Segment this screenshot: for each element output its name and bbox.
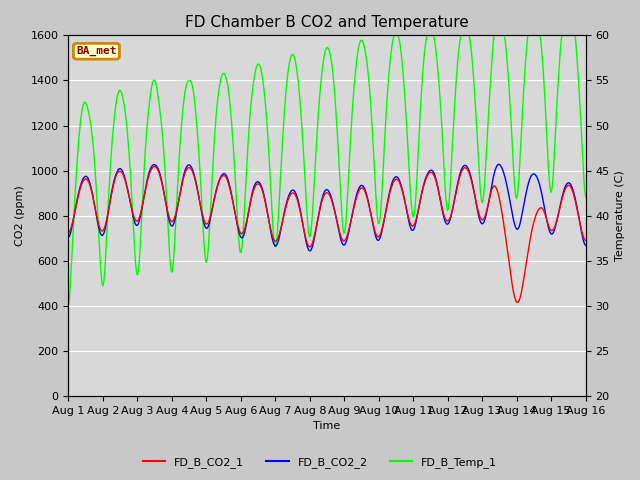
Y-axis label: Temperature (C): Temperature (C): [615, 170, 625, 261]
Y-axis label: CO2 (ppm): CO2 (ppm): [15, 185, 25, 246]
Text: BA_met: BA_met: [76, 46, 116, 56]
Title: FD Chamber B CO2 and Temperature: FD Chamber B CO2 and Temperature: [185, 15, 469, 30]
X-axis label: Time: Time: [314, 421, 340, 432]
Legend: FD_B_CO2_1, FD_B_CO2_2, FD_B_Temp_1: FD_B_CO2_1, FD_B_CO2_2, FD_B_Temp_1: [139, 452, 501, 472]
